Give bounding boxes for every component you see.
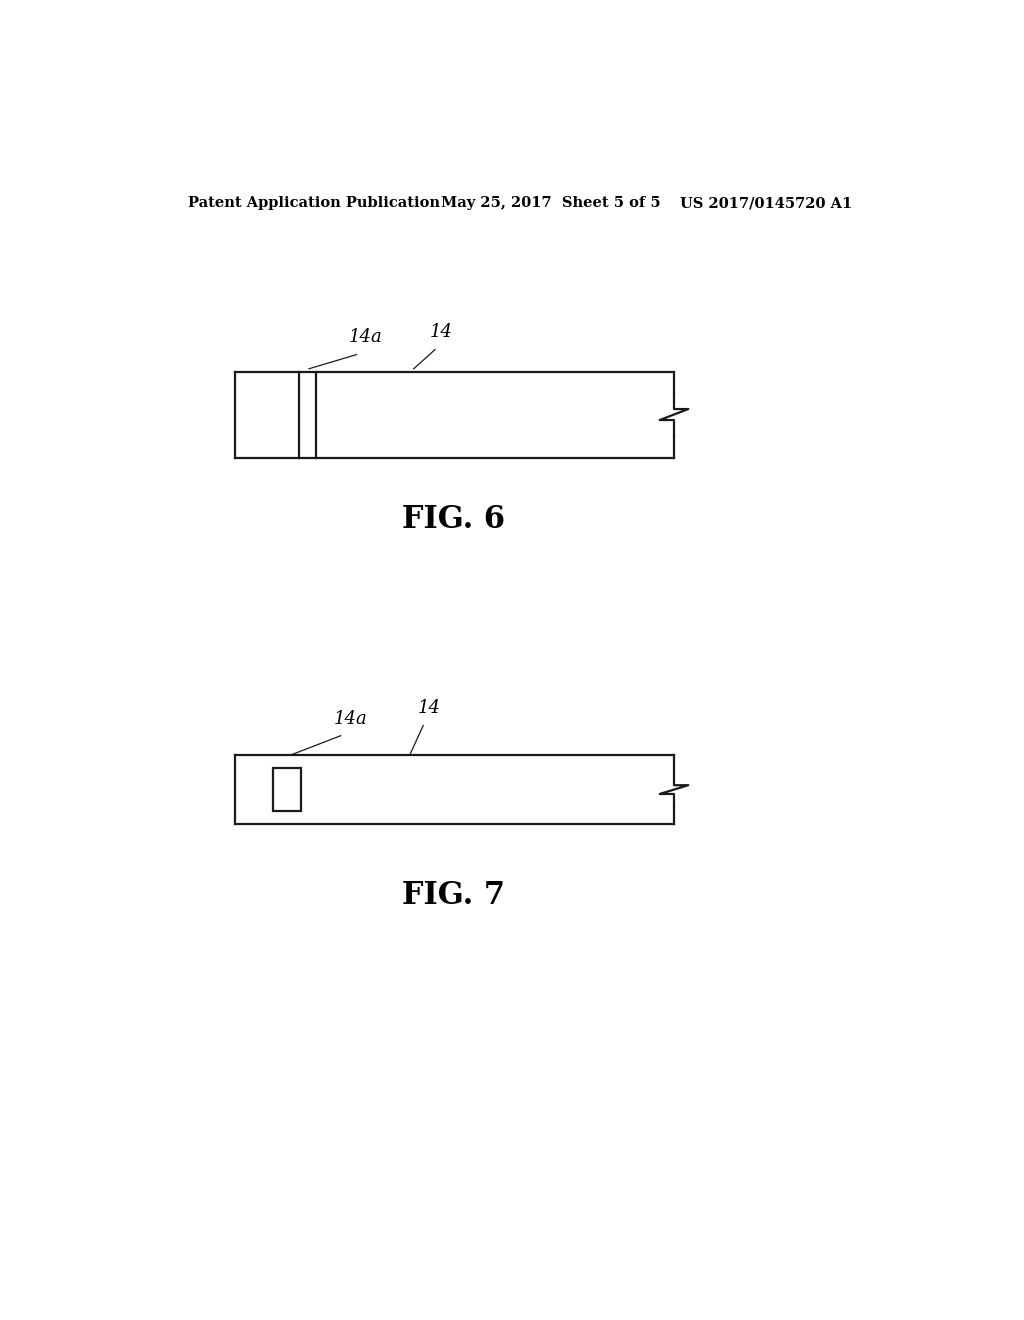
Text: FIG. 6: FIG. 6 — [401, 504, 505, 535]
Text: 14a: 14a — [349, 329, 383, 346]
Text: May 25, 2017  Sheet 5 of 5: May 25, 2017 Sheet 5 of 5 — [441, 197, 662, 210]
Text: 14: 14 — [418, 700, 441, 718]
Text: 14a: 14a — [334, 710, 367, 727]
Bar — [273, 768, 301, 810]
Text: 14: 14 — [430, 323, 453, 342]
Text: US 2017/0145720 A1: US 2017/0145720 A1 — [680, 197, 852, 210]
Text: FIG. 7: FIG. 7 — [401, 880, 505, 911]
Text: Patent Application Publication: Patent Application Publication — [187, 197, 439, 210]
